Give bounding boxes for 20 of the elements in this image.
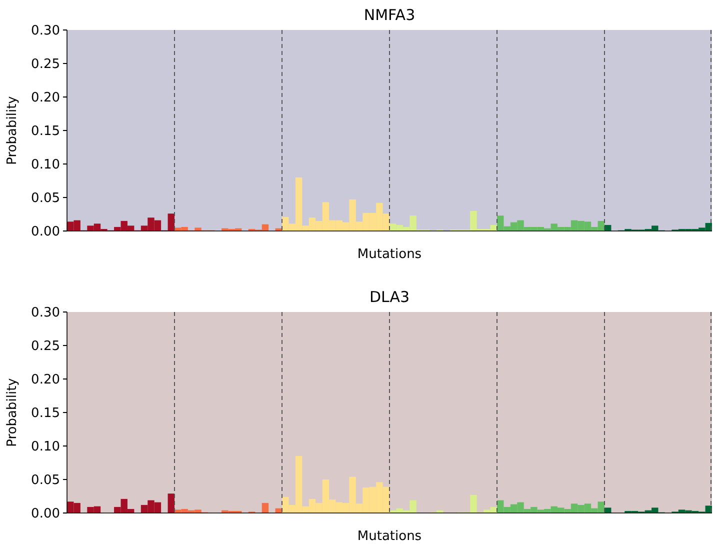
y-tick-label: 0.30 [31,24,60,39]
y-tick-label: 0.00 [31,224,60,240]
chart-title: DLA3 [369,288,410,306]
y-tick-label: 0.10 [31,440,60,455]
y-tick-label: 0.30 [31,306,60,321]
y-tick-label: 0.05 [31,191,60,206]
y-tick-label: 0.00 [31,506,60,522]
y-axis-title: Probability [5,378,20,447]
y-tick-label: 0.15 [31,124,60,140]
x-axis-title: Mutations [357,529,422,544]
y-tick-label: 0.20 [31,90,60,106]
chart-title: NMFA3 [364,6,416,24]
y-tick-label: 0.25 [31,339,60,354]
y-axis-title: Probability [5,96,20,165]
y-tick-label: 0.10 [31,158,60,173]
x-axis-title: Mutations [357,247,422,262]
y-tick-label: 0.05 [31,473,60,488]
y-tick-label: 0.25 [31,57,60,72]
y-tick-label: 0.20 [31,372,60,388]
y-tick-label: 0.15 [31,406,60,422]
